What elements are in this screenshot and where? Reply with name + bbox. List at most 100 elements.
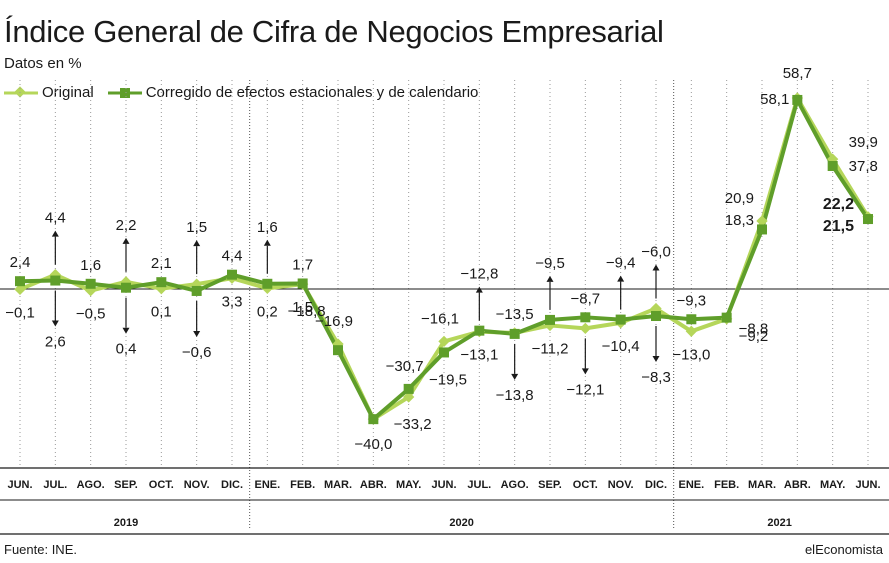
data-label: 21,5 [823, 218, 854, 235]
arrow-up-icon [193, 240, 201, 247]
data-point-corrected [403, 383, 414, 394]
arrow-up-icon [617, 275, 625, 282]
arrow-down-icon [122, 327, 130, 334]
year-label: 2021 [767, 517, 791, 529]
x-tick-label: AGO. [501, 479, 529, 491]
data-label: −12,8 [460, 266, 498, 283]
data-label: 58,7 [783, 65, 812, 82]
data-label: 1,7 [292, 256, 313, 273]
data-point-corrected [721, 312, 732, 323]
legend-label-corrected: Corregido de efectos estacionales y de c… [145, 84, 479, 101]
x-tick-label: ENE. [678, 479, 704, 491]
year-label: 2020 [449, 517, 473, 529]
data-point-corrected [757, 224, 767, 235]
arrow-down-icon [193, 330, 201, 337]
x-tick-label: JUL. [43, 479, 67, 491]
data-label: 0,2 [257, 303, 278, 320]
data-label: −16,9 [315, 313, 353, 330]
x-tick-label: JUN. [7, 479, 32, 491]
data-point-original [579, 322, 591, 335]
data-label: 0,1 [151, 304, 172, 321]
data-point-corrected [85, 278, 96, 289]
data-label: −40,0 [354, 436, 392, 453]
data-label: 1,5 [186, 219, 207, 236]
data-label: 18,3 [725, 212, 754, 229]
data-label: 37,8 [849, 158, 878, 175]
data-label: −9,5 [535, 255, 565, 272]
data-point-corrected [297, 278, 308, 289]
data-label: −18,8 [288, 303, 326, 320]
data-point-corrected [686, 314, 697, 325]
data-label: 39,9 [849, 134, 878, 151]
data-label: 2,1 [151, 255, 172, 272]
x-tick-label: SEP. [538, 479, 562, 491]
data-point-corrected [827, 161, 838, 172]
data-label: −13,5 [496, 306, 534, 323]
data-point-corrected [509, 328, 520, 339]
data-label: −12,1 [566, 381, 604, 398]
x-tick-label: JUN. [855, 479, 880, 491]
data-point-corrected [651, 311, 661, 322]
data-label: 1,6 [80, 257, 101, 274]
data-label: −10,4 [602, 338, 640, 355]
data-point-corrected [792, 94, 803, 105]
data-label: −13,1 [460, 347, 498, 364]
chart-subtitle: Datos en % [4, 55, 82, 72]
x-tick-label: MAY. [820, 479, 845, 491]
data-point-corrected [333, 345, 343, 356]
data-label: −9,3 [677, 292, 707, 309]
data-point-corrected [863, 214, 873, 225]
data-label: −30,7 [386, 358, 424, 375]
arrow-down-icon [581, 368, 589, 375]
x-tick-label: MAR. [324, 479, 352, 491]
data-label: −33,2 [394, 416, 432, 433]
source-note: Fuente: INE. [4, 542, 77, 557]
brand-logo: elEconomista [804, 542, 883, 557]
x-tick-label: DIC. [645, 479, 667, 491]
data-label: −6,0 [641, 244, 671, 261]
data-point-original [403, 391, 415, 403]
x-tick-label: NOV. [608, 479, 634, 491]
arrow-up-icon [546, 275, 554, 282]
arrow-down-icon [51, 320, 59, 327]
x-tick-label: OCT. [573, 479, 598, 491]
data-point-original [756, 215, 768, 227]
data-point-corrected [615, 314, 626, 325]
data-label: −9,2 [739, 328, 769, 345]
arrow-up-icon [263, 239, 271, 246]
data-label: 2,2 [116, 217, 137, 234]
data-label: 1,5 [292, 299, 313, 316]
data-label: 4,4 [222, 248, 243, 265]
x-tick-label: MAR. [748, 479, 776, 491]
year-label: 2019 [114, 517, 138, 529]
data-point-corrected [580, 312, 591, 323]
data-point-corrected [474, 325, 485, 336]
diamond-marker-icon [4, 85, 38, 98]
x-tick-label: ABR. [784, 479, 811, 491]
arrow-down-icon [511, 373, 519, 380]
x-tick-label: FEB. [290, 479, 315, 491]
data-label: 4,4 [45, 210, 66, 227]
x-tick-label: OCT. [149, 479, 174, 491]
data-point-corrected [545, 314, 555, 325]
x-tick-label: FEB. [714, 479, 739, 491]
data-point-corrected [15, 276, 25, 287]
x-tick-label: MAY. [396, 479, 421, 491]
arrow-up-icon [51, 230, 59, 237]
x-tick-label: DIC. [221, 479, 243, 491]
data-point-corrected [121, 282, 131, 293]
data-label: 3,3 [222, 293, 243, 310]
data-label: −16,1 [421, 310, 459, 327]
data-label: 2,4 [10, 254, 31, 271]
data-point-corrected [439, 347, 449, 358]
arrow-down-icon [652, 356, 660, 363]
data-point-original [685, 325, 697, 337]
data-point-corrected [262, 278, 273, 289]
data-label: −0,5 [76, 306, 106, 323]
x-tick-label: SEP. [114, 479, 138, 491]
data-label: −13,0 [672, 346, 710, 363]
data-label: −9,4 [606, 255, 636, 272]
data-label: 2,6 [45, 334, 66, 351]
x-tick-label: NOV. [184, 479, 210, 491]
data-point-corrected [368, 414, 379, 425]
